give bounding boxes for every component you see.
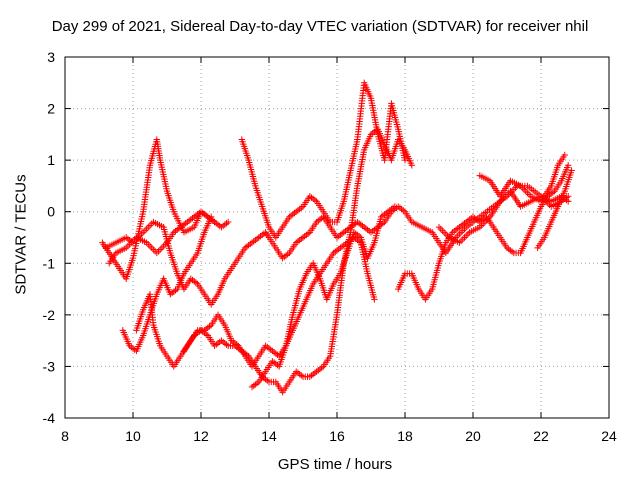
data-point: [145, 241, 152, 248]
x-tick-label: 16: [329, 428, 345, 444]
y-tick-label: 2: [47, 101, 55, 117]
data-point: [155, 248, 162, 255]
data-point: [463, 232, 470, 239]
data-point: [225, 218, 232, 226]
data-point: [440, 229, 448, 236]
data-point: [439, 227, 446, 234]
series-track-11: [534, 167, 575, 252]
data-point: [153, 249, 160, 257]
data-point: [565, 162, 572, 169]
data-point: [525, 191, 533, 198]
x-tick-label: 10: [125, 428, 141, 444]
data-point: [124, 242, 132, 250]
data-point: [140, 229, 147, 236]
data-point: [461, 234, 468, 241]
data-point: [512, 184, 519, 191]
data-point: [401, 156, 409, 164]
grid-lines: [65, 57, 609, 418]
x-tick-label: 14: [261, 428, 277, 444]
x-tick-label: 22: [533, 428, 549, 444]
data-point: [480, 220, 487, 227]
y-tick-label: -4: [43, 410, 56, 426]
data-point: [391, 203, 398, 210]
data-point: [143, 225, 150, 233]
x-tick-label: 8: [61, 428, 69, 444]
y-tick-label: -1: [43, 255, 56, 271]
data-point: [371, 296, 378, 303]
y-tick-label: -3: [43, 358, 56, 374]
series-track-10: [476, 151, 568, 205]
data-point: [464, 230, 472, 238]
data-point: [457, 237, 465, 245]
data-point: [478, 222, 485, 229]
series-track-9: [395, 162, 572, 303]
series-track-12: [435, 187, 572, 246]
data-points: [99, 79, 575, 396]
series-track-3: [106, 208, 232, 267]
data-point: [561, 151, 568, 159]
series-track-8: [248, 203, 398, 391]
data-point: [141, 227, 149, 234]
data-point: [145, 223, 152, 231]
data-point: [148, 220, 155, 227]
data-point: [148, 244, 155, 252]
series-track-6: [180, 234, 378, 370]
series-track-7: [238, 79, 409, 241]
y-tick-label: 3: [47, 49, 55, 65]
x-tick-label: 18: [397, 428, 413, 444]
data-point: [461, 225, 468, 233]
data-point: [565, 193, 572, 200]
data-point: [522, 187, 529, 195]
data-point: [208, 213, 215, 221]
series-track-4: [119, 213, 215, 355]
y-tick-label: 0: [47, 204, 55, 220]
data-point: [408, 162, 415, 169]
x-tick-label: 24: [601, 428, 617, 444]
data-point: [150, 246, 157, 253]
y-tick-label: 1: [47, 152, 55, 168]
data-point: [126, 241, 133, 248]
data-point: [437, 225, 444, 233]
y-axis-label: SDTVAR / TECUs: [12, 174, 30, 295]
x-tick-label: 20: [465, 428, 481, 444]
series-track-5: [133, 126, 415, 396]
y-tick-label: -2: [43, 307, 56, 323]
data-point: [158, 244, 166, 252]
data-point: [157, 246, 164, 253]
data-point: [546, 201, 553, 209]
data-point: [146, 242, 154, 250]
data-point: [568, 167, 575, 174]
chart-title: Day 299 of 2021, Sidereal Day-to-day VTE…: [51, 18, 589, 35]
data-point: [146, 222, 154, 229]
x-tick-label: 12: [193, 428, 209, 444]
data-point: [456, 230, 463, 238]
x-axis-label: GPS time / hours: [277, 456, 393, 473]
data-point: [435, 223, 443, 231]
series-track-1: [99, 136, 218, 282]
